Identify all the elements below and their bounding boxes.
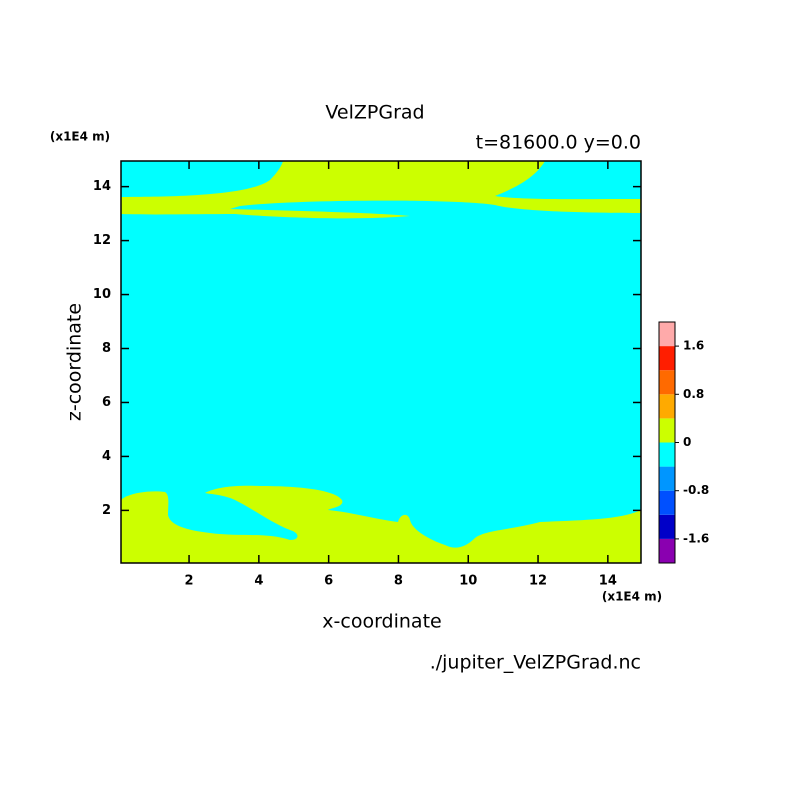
y-tick-label: 2 — [102, 503, 111, 518]
contour-region — [121, 161, 641, 219]
colorbar-band — [659, 514, 675, 539]
colorbar-tick-label: 1.6 — [683, 339, 704, 353]
colorbar-tick-label: 0 — [683, 435, 691, 449]
x-tick-label: 12 — [529, 574, 547, 589]
colorbar-band — [659, 322, 675, 347]
y-tick-label: 12 — [93, 233, 111, 248]
chart-subtitle: t=81600.0 y=0.0 — [476, 132, 641, 154]
colorbar-band — [659, 394, 675, 419]
contour-region — [121, 161, 641, 563]
y-tick-label: 6 — [102, 395, 111, 410]
colorbar-band — [659, 538, 675, 563]
x-tick-label: 14 — [599, 574, 617, 589]
colorbar-band — [659, 490, 675, 515]
colorbar-band — [659, 346, 675, 371]
x-tick-label: 2 — [185, 574, 194, 589]
contour-field — [121, 161, 641, 563]
x-tick-label: 6 — [324, 574, 333, 589]
colorbar-tick-label: 0.8 — [683, 387, 704, 401]
x-axis-label: x-coordinate — [322, 611, 441, 633]
colorbar-band — [659, 466, 675, 491]
x-tick-label: 8 — [394, 574, 403, 589]
contour-region — [121, 485, 641, 563]
x-unit: (x1E4 m) — [602, 590, 662, 604]
colorbar-band — [659, 418, 675, 443]
y-axis-label: z-coordinate — [64, 303, 86, 421]
y-tick-label: 8 — [102, 341, 111, 356]
y-tick-label: 14 — [93, 179, 111, 194]
x-tick-label: 4 — [254, 574, 263, 589]
colorbar-tick-label: -1.6 — [683, 531, 709, 545]
source-file: ./jupiter_VelZPGrad.nc — [430, 652, 641, 674]
colorbar-band — [659, 370, 675, 395]
chart-title: VelZPGrad — [325, 102, 424, 124]
plot-frame — [120, 160, 642, 564]
y-unit: (x1E4 m) — [50, 130, 110, 144]
colorbar-tick-label: -0.8 — [683, 483, 709, 497]
x-tick-label: 10 — [459, 574, 477, 589]
colorbar-band — [659, 442, 675, 467]
y-tick-label: 4 — [102, 449, 111, 464]
y-tick-label: 10 — [93, 287, 111, 302]
